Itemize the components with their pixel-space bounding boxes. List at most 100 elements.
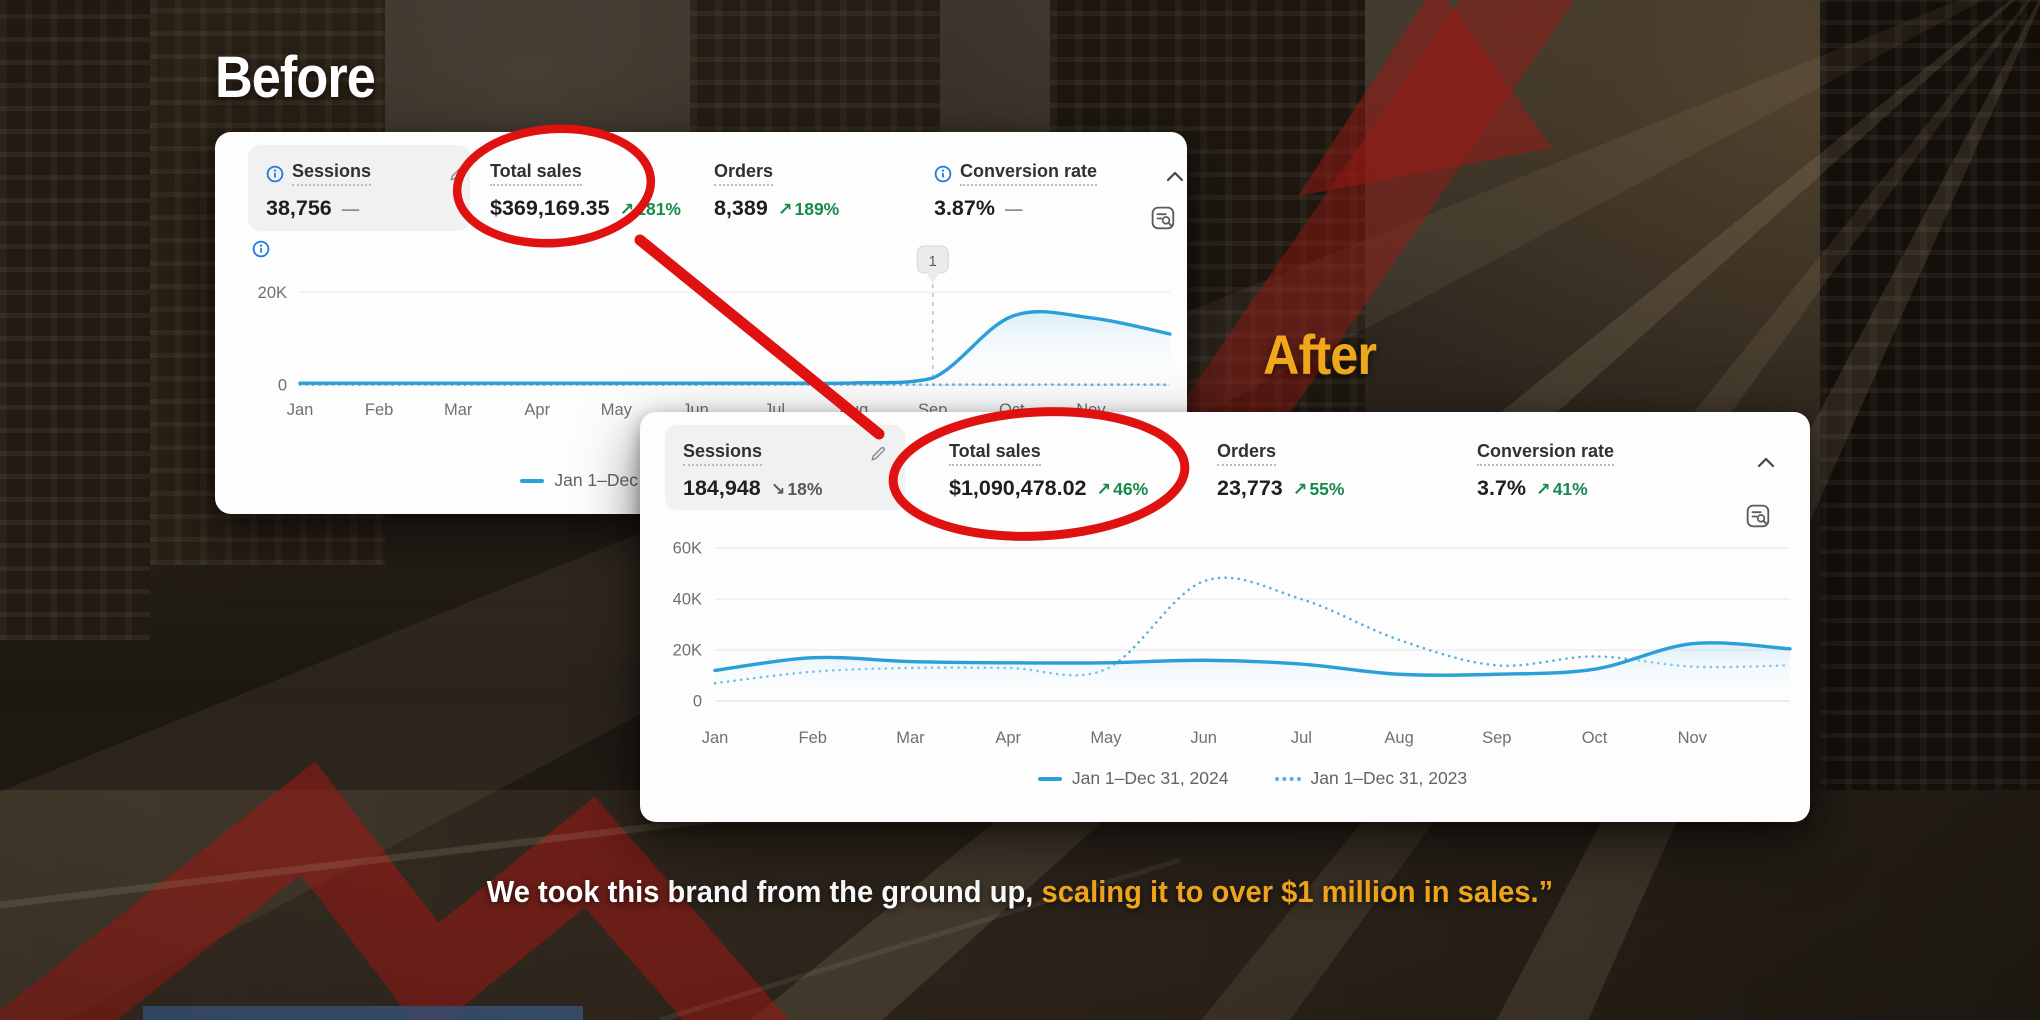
- metric-delta-text: 41%: [1552, 479, 1588, 499]
- trend-up-arrow-icon: ↗: [777, 199, 793, 219]
- x-axis-month-label: Mar: [444, 401, 473, 419]
- y-axis-tick-label: 0: [278, 377, 287, 395]
- annotation-marker-label: 1: [929, 253, 937, 270]
- metric-delta-up: ↗ 41%: [1536, 479, 1588, 500]
- legend-label: Jan 1–Dec 31, 2024: [1071, 768, 1229, 788]
- metric-value: 38,756: [266, 196, 332, 220]
- y-axis-tick-label: 20K: [673, 642, 702, 660]
- metric-delta-text: 55%: [1309, 479, 1345, 499]
- building-silhouette: [0, 0, 150, 640]
- current-period-area-fill: [715, 642, 1790, 701]
- edit-pencil-icon[interactable]: [800, 445, 887, 462]
- metric-value: $1,090,478.02: [949, 476, 1087, 500]
- metric-tile-orders[interactable]: Orders 23,773 ↗ 55%: [1217, 441, 1344, 501]
- x-axis-month-label: Apr: [524, 401, 550, 419]
- metric-value: 184,948: [683, 476, 761, 500]
- after-chart-legend: Jan 1–Dec 31, 2024 Jan 1–Dec 31, 2023: [715, 768, 1790, 789]
- x-axis-month-label: Sep: [1482, 729, 1511, 747]
- testimonial-caption: We took this brand from the ground up, s…: [61, 874, 1979, 910]
- x-axis-month-label: Nov: [1678, 729, 1708, 747]
- metric-value: 8,389: [714, 196, 768, 220]
- annotation-marker-pointer: [925, 272, 940, 283]
- y-axis-tick-label: 40K: [673, 591, 702, 609]
- after-heading: After: [1263, 323, 1377, 386]
- y-axis-tick-label: 60K: [673, 540, 702, 558]
- legend-solid-line-swatch: [520, 478, 545, 483]
- caption-white-text: We took this brand from the ground up,: [486, 874, 1042, 909]
- metric-tile-orders[interactable]: Orders 8,389 ↗ 189%: [714, 161, 839, 221]
- explore-data-magnifier-button[interactable]: [1151, 206, 1176, 231]
- trend-up-arrow-icon: ↗: [1536, 479, 1551, 499]
- metric-delta-text: 46%: [1113, 479, 1149, 499]
- metric-tile-conversion-rate[interactable]: Conversion rate 3.87% —: [934, 161, 1098, 221]
- metric-tile-conversion-rate[interactable]: Conversion rate 3.7% ↗ 41%: [1477, 441, 1615, 501]
- x-axis-month-label: Jul: [1291, 729, 1312, 747]
- x-axis-month-label: Apr: [995, 729, 1021, 747]
- after-sessions-chart: 0 20K 40K 60K Jan Feb Mar Apr May Jun Jul Aug Sep Oct…: [673, 540, 1792, 747]
- metric-delta-text: —: [1004, 199, 1023, 219]
- metric-label: Conversion rate: [960, 161, 1098, 186]
- after-dashboard-card: 0 20K 40K 60K Jan Feb Mar Apr May Jun Jul Aug Sep Oct…: [640, 412, 1810, 822]
- metric-label: Orders: [1217, 441, 1277, 466]
- collapse-chevron-up-button[interactable]: [1753, 454, 1779, 472]
- trend-down-arrow-icon: ↘: [770, 479, 786, 499]
- metric-delta-flat: —: [1005, 199, 1023, 220]
- metric-delta-up: ↗ 181%: [620, 199, 681, 220]
- metric-delta-up: ↗ 46%: [1097, 479, 1149, 500]
- metric-delta-text: —: [341, 199, 360, 219]
- metric-delta-up: ↗ 55%: [1293, 479, 1345, 500]
- x-axis-month-label: Jun: [1190, 729, 1217, 747]
- x-axis-month-label: Aug: [1384, 729, 1413, 747]
- caption-gold-text: scaling it to over $1 million in sales.”: [1041, 874, 1554, 909]
- metric-label: Total sales: [949, 441, 1041, 466]
- metric-label: Orders: [714, 161, 774, 186]
- metric-label: Total sales: [490, 161, 582, 186]
- edit-pencil-icon[interactable]: [379, 165, 466, 182]
- metric-label: Sessions: [683, 441, 763, 466]
- metric-delta-text: 18%: [787, 479, 823, 499]
- collapse-chevron-up-button[interactable]: [1162, 168, 1188, 186]
- metric-tile-sessions[interactable]: Sessions 184,948 ↘ 18%: [665, 425, 905, 510]
- metric-delta-text: 181%: [636, 199, 681, 219]
- explore-data-magnifier-button[interactable]: [1746, 504, 1771, 529]
- x-axis-month-label: Jan: [287, 401, 314, 419]
- x-axis-month-label: Feb: [799, 729, 827, 747]
- legend-item-dotted: Jan 1–Dec 31, 2023: [1274, 768, 1468, 789]
- metric-value: 3.87%: [934, 196, 995, 220]
- metric-tile-sessions[interactable]: Sessions 38,756 —: [248, 145, 470, 231]
- x-axis-month-label: Jan: [702, 729, 729, 747]
- info-icon[interactable]: [266, 165, 284, 183]
- metric-delta-up: ↗ 189%: [778, 199, 839, 220]
- metric-delta-down: ↘ 18%: [771, 479, 823, 500]
- metric-delta-flat: —: [342, 199, 360, 220]
- metric-value: 23,773: [1217, 476, 1283, 500]
- trend-up-arrow-icon: ↗: [619, 199, 635, 219]
- metric-label: Conversion rate: [1477, 441, 1615, 466]
- current-period-area-fill: [300, 311, 1170, 385]
- legend-solid-line-swatch: [1037, 776, 1062, 781]
- building-silhouette: [1820, 0, 2040, 830]
- y-axis-tick-label: 0: [693, 693, 702, 711]
- current-period-line: [713, 641, 1792, 677]
- info-icon[interactable]: [934, 165, 952, 183]
- metric-value: 3.7%: [1477, 476, 1527, 500]
- x-axis-month-label: Feb: [365, 401, 393, 419]
- legend-label: Jan 1–Dec 31, 2023: [1310, 768, 1468, 788]
- metric-value: $369,169.35: [490, 196, 610, 220]
- metric-tile-total-sales[interactable]: Total sales $1,090,478.02 ↗ 46%: [949, 441, 1148, 501]
- trend-up-arrow-icon: ↗: [1292, 479, 1308, 499]
- info-icon[interactable]: [252, 240, 270, 258]
- x-axis-month-label: May: [601, 401, 633, 419]
- metric-delta-text: 189%: [794, 199, 840, 219]
- legend-item-solid: Jan 1–Dec 31, 2024: [1037, 768, 1229, 789]
- before-heading: Before: [215, 45, 376, 110]
- x-axis-month-label: May: [1090, 729, 1122, 747]
- x-axis-month-label: Mar: [896, 729, 925, 747]
- legend-dotted-line-swatch: [1274, 776, 1301, 781]
- y-axis-tick-label: 20K: [258, 284, 287, 302]
- metric-label: Sessions: [292, 161, 372, 186]
- metric-tile-total-sales[interactable]: Total sales $369,169.35 ↗ 181%: [490, 161, 681, 221]
- trend-up-arrow-icon: ↗: [1096, 479, 1112, 499]
